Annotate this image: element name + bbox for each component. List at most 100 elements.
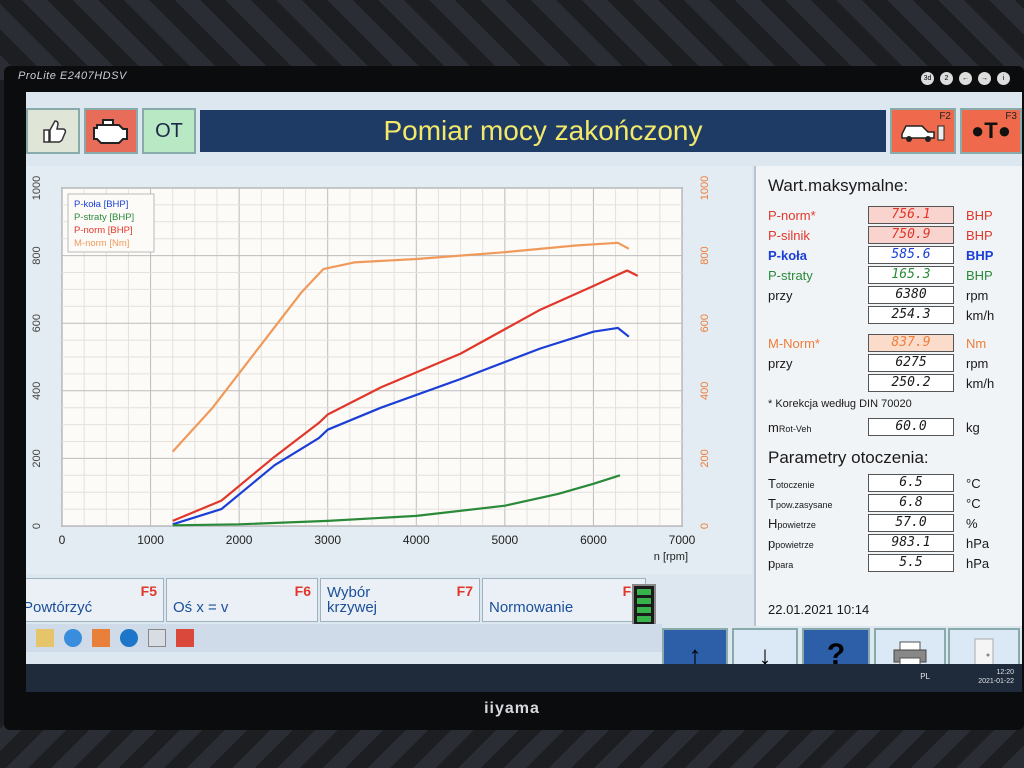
value-m-norm: 837.9 [868,334,954,352]
label-t-intake-sub: pow.zasysane [775,499,833,510]
monitor-button-2[interactable]: 2 [940,72,953,85]
x-tick-label: 6000 [580,533,607,547]
unit-p-kola: BHP [966,247,994,263]
edge-icon[interactable] [120,629,138,647]
f2-key: F2 [939,111,951,122]
normalize-button[interactable]: Normowanie F8 [482,578,646,622]
y-right-tick-label: 0 [699,523,711,529]
app-screen: OT Pomiar mocy zakończony F2 F3 ●T● 0 100… [26,92,1022,692]
row-t-intake: Tpow.zasysane 6.8 °C [768,494,981,512]
axis-x-v-label: Oś x = v [173,599,229,616]
label-m-norm: M-Norm* [768,335,820,351]
y-right-tick-label: 200 [699,449,711,467]
row-p-straty: P-straty 165.3 BHP [768,266,993,284]
media-icon[interactable] [92,629,110,647]
value-t-intake: 6.8 [868,494,954,512]
repeat-button[interactable]: Powtórzyć F5 [26,578,164,622]
engine-button[interactable] [84,108,138,154]
value-vapor-pressure: 5.5 [868,554,954,572]
row-vapor-pressure: ppara 5.5 hPa [768,554,989,572]
label-mass-sub: Rot-Veh [778,423,812,434]
tray-language[interactable]: PL [920,672,930,681]
label-p-norm: P-norm* [768,207,816,223]
max-values-title: Wart.maksymalne: [768,176,909,195]
f2-car-button[interactable]: F2 [890,108,956,154]
row-p-norm: P-norm* 756.1 BHP [768,206,993,224]
label-vapor-pressure-main: p [768,555,776,571]
monitor-button-info[interactable]: i [997,72,1010,85]
label-humidity-sub: powietrze [777,519,816,530]
label-pressure-sub: powietrze [775,539,814,550]
function-key-bar: Powtórzyć F5 Oś x = v F6 Wybór krzywej F… [26,578,752,628]
f7-key: F7 [456,583,473,599]
monitor-button-right[interactable]: → [978,72,991,85]
value-p-silnik: 750.9 [868,226,954,244]
ie-icon[interactable] [64,629,82,647]
axis-x-v-button[interactable]: Oś x = v F6 [166,578,318,622]
car-on-dyno-icon [901,125,945,142]
document-icon[interactable] [148,629,166,647]
x-tick-label: 2000 [226,533,253,547]
select-curve-label: Wybór krzywej [327,584,378,616]
row-m-norm: M-Norm* 837.9 Nm [768,334,986,352]
x-tick-label: 0 [59,533,66,547]
thumbs-up-button[interactable] [26,108,80,154]
value-torque-speed: 250.2 [868,374,954,392]
row-mass: mRot-Veh 60.0 kg [768,418,980,436]
measurement-datetime: 22.01.2021 10:14 [768,602,870,617]
din-correction-note: * Korekcja według DIN 70020 [768,398,912,410]
label-p-straty: P-straty [768,267,813,283]
top-toolbar: OT Pomiar mocy zakończony F2 F3 ●T● [26,100,1022,158]
unit-torque-speed: km/h [966,375,995,391]
unit-pressure: hPa [966,535,990,551]
x-axis-label: n [rpm] [654,551,688,563]
row-t-ambient: Totoczenie 6.5 °C [768,474,981,492]
label-vapor-pressure: ppara [768,556,868,571]
value-torque-rpm: 6275 [868,354,954,372]
value-pressure: 983.1 [868,534,954,552]
level-indicator [632,584,656,628]
unit-t-intake: °C [966,495,981,511]
monitor-button-left[interactable]: ← [959,72,972,85]
label-power-rpm: przy [768,287,793,303]
thumbs-up-icon [43,120,67,143]
label-t-intake: Tpow.zasysane [768,496,868,511]
label-mass-main: m [768,419,779,435]
y-left-tick-label: 600 [31,314,43,332]
row-power-rpm: przy 6380 rpm [768,286,988,304]
normalize-label: Normowanie [489,599,574,616]
row-p-silnik: P-silnik 750.9 BHP [768,226,993,244]
label-t-ambient-main: T [768,475,776,491]
label-humidity: Hpowietrze [768,516,868,531]
label-t-ambient: Totoczenie [768,476,868,491]
unit-power-speed: km/h [966,307,995,323]
y-right-tick-label: 400 [699,382,711,400]
label-humidity-main: H [768,515,778,531]
y-left-tick-label: 1000 [31,176,43,200]
dyno-app-icon[interactable] [176,629,194,647]
value-p-norm: 756.1 [868,206,954,224]
series-line-1 [172,326,630,526]
legend-box [67,193,155,253]
tray-time: 12:20 [996,669,1014,676]
legend-entry: P-koła [BHP] [74,199,128,210]
power-chart-panel: 0 1000 2000 3000 4000 5000 6000 7000 0 200 400 600 8… [26,166,752,574]
label-mass: mRot-Veh [768,420,868,435]
unit-vapor-pressure: hPa [966,555,990,571]
ot-button[interactable]: OT [142,108,196,154]
folder-icon[interactable] [36,629,54,647]
monitor-button-3d[interactable]: 3d [921,72,934,85]
y-right-tick-label: 800 [699,246,711,264]
unit-power-rpm: rpm [966,287,989,303]
f3-rollers-button[interactable]: F3 ●T● [960,108,1022,154]
y-right-tick-label: 1000 [699,176,711,200]
tray-clock[interactable]: 12:20 2021-01-22 [978,668,1014,686]
y-left-tick-label: 200 [31,449,43,467]
legend-entry: M-norm [Nm] [74,238,129,249]
value-mass: 60.0 [868,418,954,436]
series-line-3 [172,269,639,522]
label-torque-rpm: przy [768,355,793,371]
x-tick-label: 5000 [492,533,519,547]
select-curve-button[interactable]: Wybór krzywej F7 [320,578,480,622]
x-tick-label: 1000 [137,533,164,547]
